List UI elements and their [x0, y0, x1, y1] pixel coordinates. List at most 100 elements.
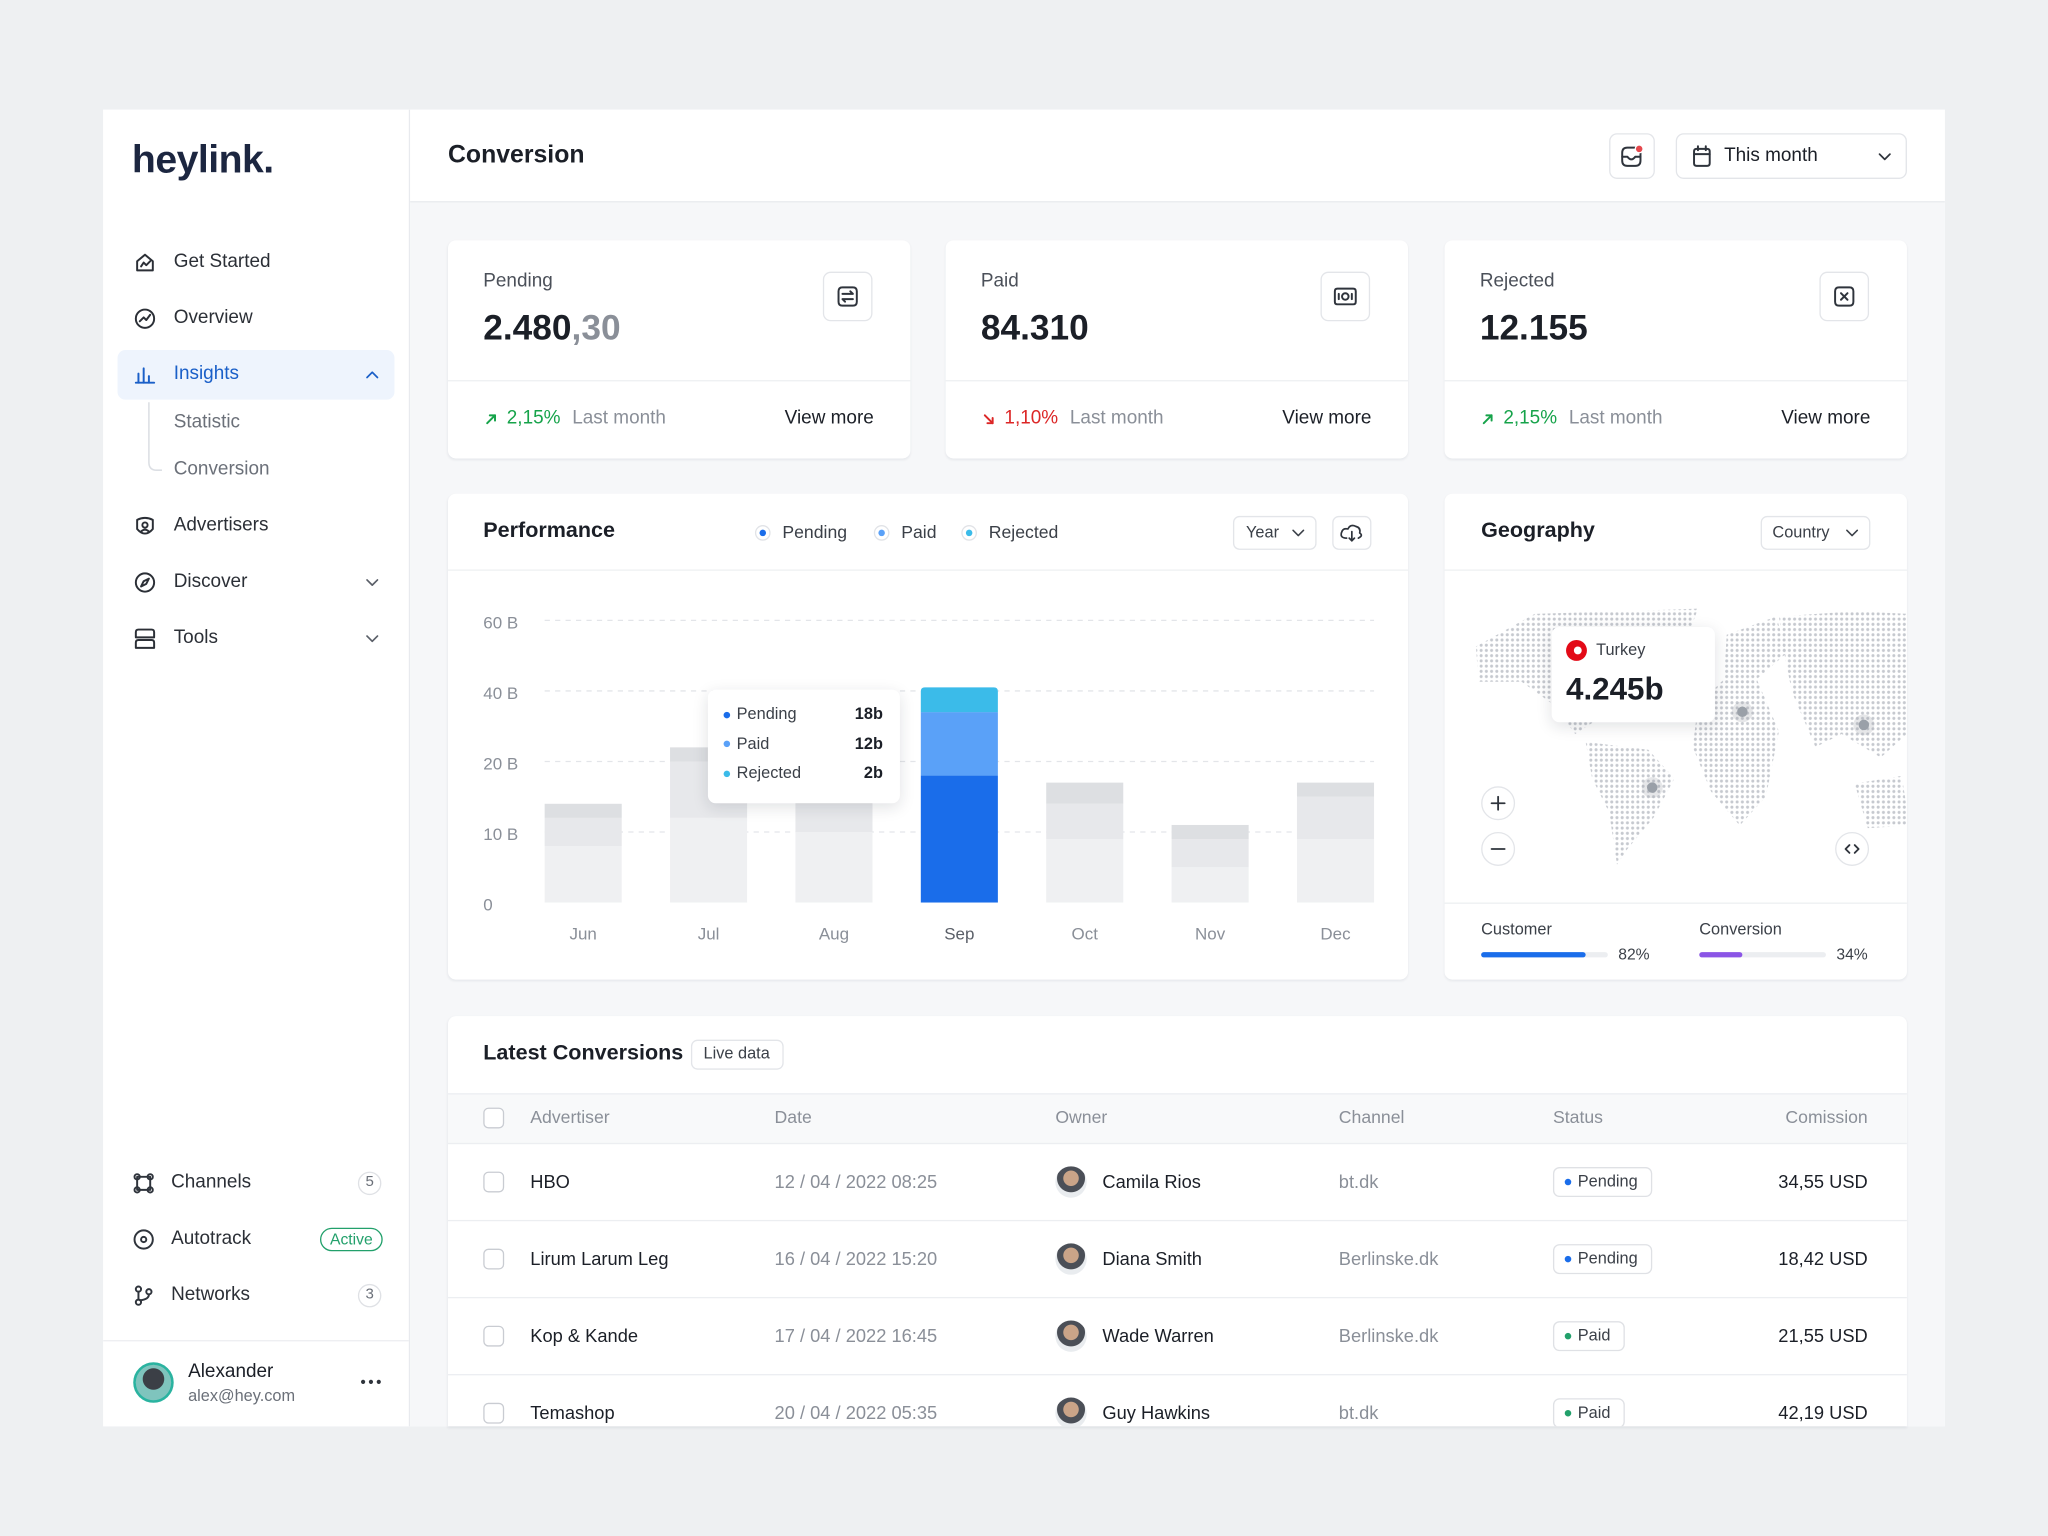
cell-date: 20 / 04 / 2022 05:35 — [774, 1402, 938, 1424]
kpi-icon-button[interactable] — [1320, 271, 1371, 322]
x-tick-label: Oct — [1071, 923, 1098, 944]
card-divider — [447, 380, 911, 382]
cell-date: 17 / 04 / 2022 16:45 — [774, 1325, 938, 1347]
cell-commission: 42,19 USD — [1778, 1402, 1868, 1424]
owner-avatar — [1055, 1243, 1087, 1275]
card-divider — [945, 380, 1408, 382]
cell-channel: bt.dk — [1338, 1402, 1379, 1424]
kpi-value: 84.310 — [981, 307, 1089, 349]
period-dropdown[interactable] — [1675, 133, 1907, 179]
status-dot — [1564, 1332, 1572, 1340]
live-badge-text: Live data — [703, 1044, 770, 1063]
nav-subitem[interactable]: Conversion — [173, 458, 270, 480]
tooltip-value: 2b — [863, 763, 883, 782]
cell-date: 12 / 04 / 2022 08:25 — [774, 1171, 938, 1192]
notification-button[interactable] — [1609, 133, 1655, 179]
kpi-trend: 2,15% Last month — [1503, 408, 1662, 431]
metric-label: Customer — [1481, 920, 1552, 939]
nav-item[interactable]: Overview — [173, 307, 253, 329]
kpi-link[interactable]: View more — [1781, 407, 1871, 429]
status-label: Paid — [1577, 1326, 1611, 1345]
nav-item[interactable]: Insights — [173, 363, 239, 385]
checkbox[interactable] — [483, 1107, 505, 1129]
count-badge-text: 3 — [365, 1286, 374, 1303]
column-header: Date — [774, 1107, 812, 1128]
kpi-icon-button[interactable] — [1819, 271, 1870, 322]
user-name: Alexander — [188, 1361, 274, 1383]
status-dot — [1564, 1178, 1572, 1186]
performance-card — [447, 493, 1408, 980]
x-tick-label: Sep — [944, 923, 975, 944]
kpi-change: 1,10% — [1004, 407, 1059, 429]
kpi-period: Last month — [1069, 407, 1164, 429]
metric-track — [1699, 952, 1826, 958]
count-badge — [357, 1171, 382, 1196]
card-divider — [1444, 902, 1907, 904]
cell-advertiser: HBO — [530, 1171, 570, 1192]
kpi-value: 12.155 — [1480, 307, 1588, 349]
tooltip-value: 12b — [854, 734, 883, 753]
cell-date: 16 / 04 / 2022 15:20 — [774, 1248, 938, 1270]
y-tick-label: 10 B — [483, 824, 519, 845]
download-button[interactable] — [1332, 515, 1372, 550]
kpi-change: 2,15% — [506, 407, 561, 429]
nav-item[interactable]: Get Started — [173, 251, 271, 273]
metric-label: Conversion — [1699, 920, 1782, 939]
kpi-label: Paid — [980, 270, 1019, 292]
nav-subitem[interactable]: Statistic — [173, 411, 241, 433]
kpi-value-main: 2.480 — [483, 307, 572, 348]
card-title: Geography — [1481, 518, 1595, 543]
popup-country: Turkey — [1596, 640, 1646, 659]
map-toggle-button[interactable] — [1835, 831, 1870, 866]
nav-item[interactable]: Tools — [173, 627, 218, 649]
x-tick-label: Jul — [697, 923, 720, 944]
nav-item[interactable]: Autotrack — [171, 1228, 252, 1250]
conversions-card: Latest Conversions Live data Advertiser Dat… — [447, 1016, 1907, 1427]
popup-value: 4.245b — [1566, 672, 1664, 708]
tooltip-name: Pending — [736, 704, 797, 723]
checkbox[interactable] — [483, 1171, 505, 1193]
checkbox[interactable] — [483, 1325, 505, 1347]
kpi-link[interactable]: View more — [1282, 407, 1372, 429]
logo: heylink. — [131, 138, 274, 182]
checkbox[interactable] — [483, 1402, 505, 1424]
geography-card — [1444, 493, 1907, 980]
card-title: Latest Conversions — [483, 1041, 684, 1065]
metric-value: 34% — [1836, 945, 1868, 964]
kpi-link[interactable]: View more — [784, 407, 874, 429]
status-pill: Pending — [1552, 1244, 1653, 1275]
kpi-change: 2,15% — [1503, 407, 1558, 429]
x-tick-label: Jun — [569, 923, 597, 944]
nav-item[interactable]: Discover — [173, 571, 248, 593]
nav-item[interactable]: Networks — [171, 1284, 251, 1306]
zoom-button[interactable] — [1481, 831, 1516, 866]
nav-item[interactable]: Advertisers — [173, 515, 269, 536]
nav-active-bg[interactable] — [117, 350, 395, 400]
cell-commission: 34,55 USD — [1778, 1171, 1868, 1192]
count-badge — [357, 1283, 382, 1308]
nav-item[interactable]: Channels — [171, 1171, 252, 1193]
sidebar — [103, 109, 411, 1427]
owner-avatar — [1055, 1320, 1087, 1352]
legend-label: Rejected — [988, 522, 1059, 542]
column-header: Owner — [1055, 1107, 1108, 1128]
user-avatar — [133, 1362, 174, 1403]
metric-bar — [1699, 952, 1743, 958]
kpi-trend: 1,10% Last month — [1004, 408, 1163, 431]
owner-avatar — [1055, 1166, 1087, 1198]
page-title: Conversion — [447, 141, 585, 170]
kpi-icon-button[interactable] — [822, 271, 873, 322]
status-badge-text: Active — [329, 1230, 373, 1249]
status-pill: Paid — [1552, 1321, 1625, 1352]
sidebar-divider — [103, 1340, 409, 1342]
tooltip-dot — [723, 711, 731, 718]
card-divider — [1444, 569, 1907, 571]
legend-label: Pending — [782, 522, 848, 542]
period-label: This month — [1724, 145, 1818, 167]
tooltip-dot — [723, 740, 731, 748]
cell-commission: 21,55 USD — [1778, 1325, 1868, 1347]
zoom-button[interactable] — [1481, 786, 1516, 821]
checkbox[interactable] — [483, 1248, 505, 1270]
cell-advertiser: Temashop — [530, 1402, 615, 1424]
kpi-value-main: 12.155 — [1479, 307, 1588, 348]
